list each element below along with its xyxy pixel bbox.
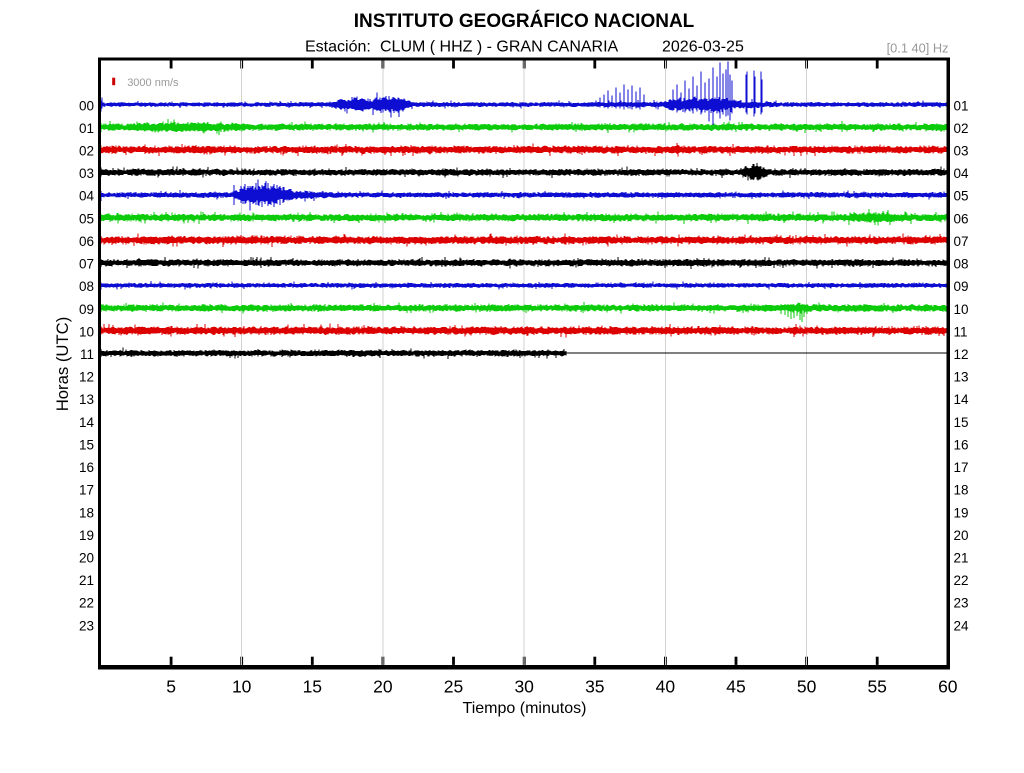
svg-text:18: 18	[954, 483, 969, 498]
svg-text:19: 19	[954, 505, 969, 520]
svg-text:5: 5	[166, 677, 176, 697]
svg-text:09: 09	[79, 302, 94, 317]
svg-text:22: 22	[954, 573, 969, 588]
svg-text:15: 15	[303, 677, 322, 697]
svg-text:40: 40	[656, 677, 676, 697]
svg-text:17: 17	[79, 483, 94, 498]
svg-text:17: 17	[954, 460, 969, 475]
svg-text:02: 02	[79, 144, 94, 159]
svg-text:30: 30	[514, 677, 534, 697]
svg-text:02: 02	[954, 121, 969, 136]
svg-text:04: 04	[79, 189, 95, 204]
svg-text:13: 13	[954, 370, 969, 385]
svg-text:21: 21	[79, 573, 94, 588]
svg-text:08: 08	[954, 257, 969, 272]
svg-text:10: 10	[954, 302, 969, 317]
svg-text:08: 08	[79, 279, 94, 294]
svg-text:01: 01	[79, 121, 94, 136]
svg-text:22: 22	[79, 596, 94, 611]
svg-text:50: 50	[797, 677, 817, 697]
svg-text:13: 13	[79, 392, 94, 407]
svg-text:14: 14	[954, 392, 970, 407]
svg-text:07: 07	[79, 257, 94, 272]
svg-text:00: 00	[79, 98, 94, 113]
svg-text:11: 11	[80, 347, 94, 362]
svg-text:20: 20	[79, 551, 94, 566]
svg-text:Estación:: Estación:	[305, 39, 371, 56]
svg-text:03: 03	[954, 144, 969, 159]
svg-text:2026-03-25: 2026-03-25	[662, 39, 744, 56]
svg-text:12: 12	[79, 370, 94, 385]
svg-text:09: 09	[954, 279, 969, 294]
svg-text:16: 16	[79, 460, 94, 475]
svg-text:Horas (UTC): Horas (UTC)	[53, 317, 72, 412]
svg-text:20: 20	[373, 677, 393, 697]
svg-text:3000 nm/s: 3000 nm/s	[127, 77, 179, 89]
svg-text:10: 10	[232, 677, 252, 697]
svg-text:INSTITUTO GEOGRÁFICO NACIONAL: INSTITUTO GEOGRÁFICO NACIONAL	[354, 10, 695, 32]
svg-text:10: 10	[79, 324, 94, 339]
svg-text:14: 14	[79, 415, 95, 430]
svg-text:04: 04	[954, 166, 970, 181]
svg-text:CLUM ( HHZ ) - GRAN CANARIA: CLUM ( HHZ ) - GRAN CANARIA	[380, 39, 619, 56]
svg-text:06: 06	[954, 211, 969, 226]
svg-text:05: 05	[79, 211, 94, 226]
svg-text:35: 35	[585, 677, 604, 697]
svg-text:45: 45	[726, 677, 745, 697]
svg-text:18: 18	[79, 505, 94, 520]
svg-text:15: 15	[954, 415, 969, 430]
svg-text:03: 03	[79, 166, 94, 181]
svg-text:[0.1 40] Hz: [0.1 40] Hz	[887, 41, 949, 56]
svg-text:07: 07	[954, 234, 969, 249]
svg-text:16: 16	[954, 437, 969, 452]
svg-text:55: 55	[867, 677, 886, 697]
svg-text:12: 12	[954, 347, 969, 362]
svg-text:24: 24	[954, 618, 970, 633]
svg-text:20: 20	[954, 528, 969, 543]
svg-text:60: 60	[938, 677, 958, 697]
svg-text:Tiempo (minutos): Tiempo (minutos)	[463, 700, 587, 717]
svg-text:23: 23	[79, 618, 94, 633]
svg-text:06: 06	[79, 234, 94, 249]
svg-text:25: 25	[444, 677, 463, 697]
svg-text:23: 23	[954, 596, 969, 611]
svg-text:15: 15	[79, 437, 94, 452]
svg-text:19: 19	[79, 528, 94, 543]
svg-text:01: 01	[954, 98, 969, 113]
svg-text:05: 05	[954, 189, 969, 204]
svg-text:11: 11	[954, 324, 968, 339]
svg-text:21: 21	[954, 551, 969, 566]
